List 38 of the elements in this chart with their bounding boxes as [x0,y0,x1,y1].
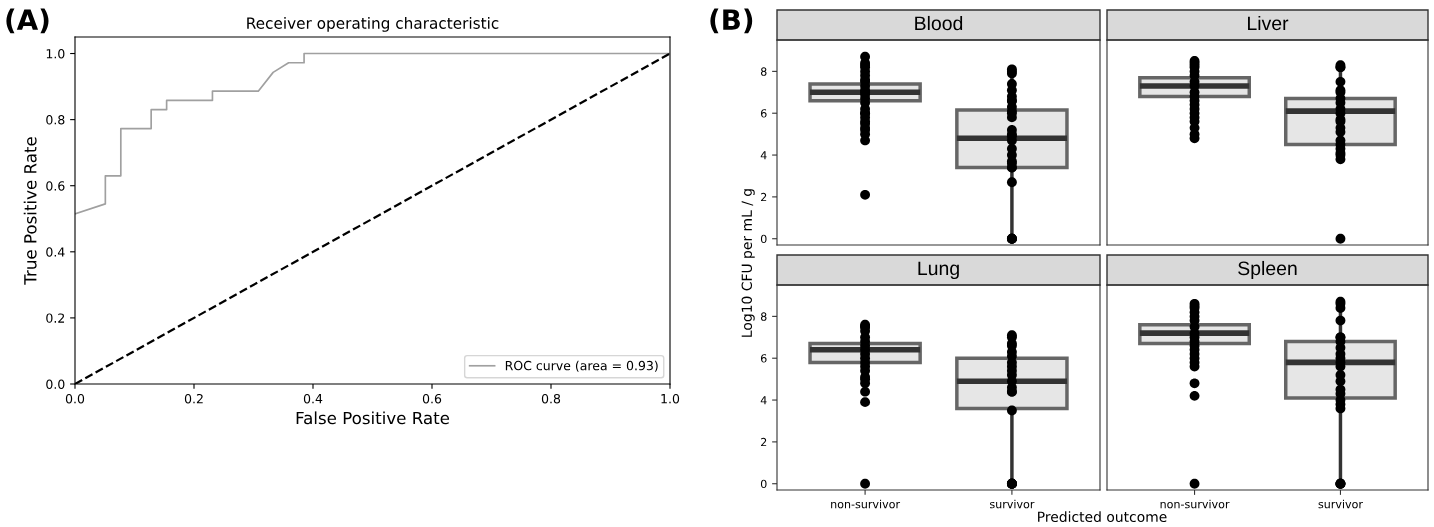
chart-title: Receiver operating characteristic [247,17,499,32]
x-tick-label: non-survivor [831,499,901,509]
y-tick-label: 0 [760,234,767,244]
y-tick-label: 6 [760,109,767,118]
y-tick-label: 0 [760,479,767,489]
y-tick-label: 1.0 [46,49,65,59]
chart-title: Liver [1248,15,1289,31]
chart-title: Blood [915,15,963,31]
x-tick-label: 0.8 [541,393,561,404]
y-tick-label: 6 [760,354,767,363]
chart-title: Spleen [1238,260,1297,280]
x-tick-label: survivor [990,499,1035,509]
x-tick-label: non-survivor [1160,499,1230,509]
chart-title: Lung [918,261,959,280]
y-tick-label: 0.4 [46,247,65,257]
y-tick-label: 0.6 [46,181,65,191]
y-tick-label: 2 [761,437,767,447]
x-tick-label: survivor [1318,499,1363,509]
y-tick-label: 0.8 [46,115,65,125]
x-axis-title: False Positive Rate [296,411,450,425]
y-tick-label: 2 [761,192,767,202]
text: (B) [710,8,753,34]
text: (A) [6,8,49,34]
y-tick-label: 0.2 [46,313,65,323]
x-axis-title: Predicted outcome [1038,511,1167,523]
legend-label: ROC curve (area = 0.93) [505,360,658,372]
x-tick-label: 0.4 [303,393,323,404]
x-tick-label: 0.2 [184,393,203,404]
y-tick-label: 8 [760,67,767,76]
y-axis-title: Log10 CFU per mL / g [741,189,755,337]
x-tick-label: 0.0 [65,393,85,404]
y-tick-label: 0.0 [46,379,65,389]
x-tick-label: 0.6 [422,393,442,404]
x-tick-label: 1.0 [661,393,680,404]
y-tick-label: 4 [760,396,767,405]
y-tick-label: 4 [760,151,767,160]
y-axis-title: True Positive Rate [23,137,37,285]
y-tick-label: 8 [760,312,767,321]
